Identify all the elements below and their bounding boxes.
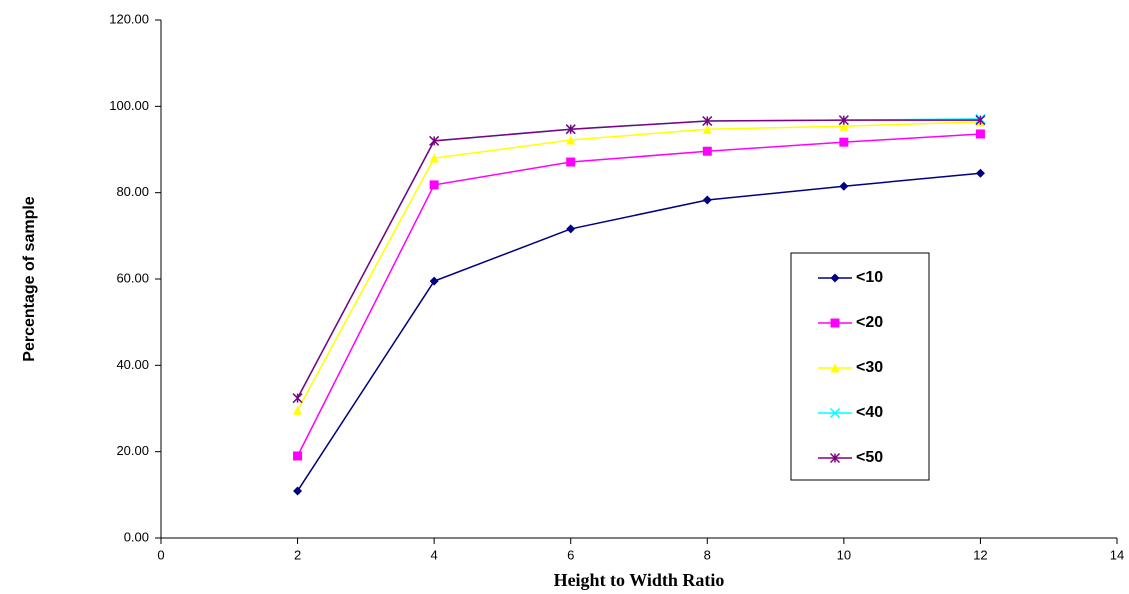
chart: Percentage of sample Height to Width Rat… [0,0,1129,594]
x-tick-label: 10 [837,547,851,562]
y-axis-title: Percentage of sample [21,196,38,362]
x-axis-title: Height to Width Ratio [554,570,725,590]
legend-label: <20 [856,314,883,331]
marker [703,147,712,156]
marker [703,196,712,205]
marker [566,224,575,233]
marker [976,169,985,178]
y-tick-label: 80.00 [116,184,149,199]
x-tick-label: 8 [704,547,711,562]
x-tick-label: 0 [157,547,164,562]
marker [976,129,985,138]
marker [839,138,848,147]
x-tick-label: 4 [431,547,438,562]
marker [293,451,302,460]
y-tick-label: 40.00 [116,357,149,372]
marker [430,180,439,189]
legend-marker [831,319,840,328]
x-tick-label: 2 [294,547,301,562]
marker [293,486,302,495]
marker [293,394,302,403]
x-tick-label: 6 [567,547,574,562]
legend-label: <10 [856,269,883,286]
x-tick-label: 12 [973,547,987,562]
y-tick-label: 60.00 [116,270,149,285]
y-tick-label: 20.00 [116,443,149,458]
y-tick-label: 120.00 [109,11,149,26]
marker [293,406,302,415]
legend-label: <40 [856,404,883,421]
y-tick-label: 0.00 [124,529,149,544]
legend-label: <50 [856,449,883,466]
x-tick-label: 14 [1110,547,1124,562]
legend-label: <30 [856,359,883,376]
marker [566,158,575,167]
marker [839,182,848,191]
y-tick-label: 100.00 [109,98,149,113]
marker [430,277,439,286]
